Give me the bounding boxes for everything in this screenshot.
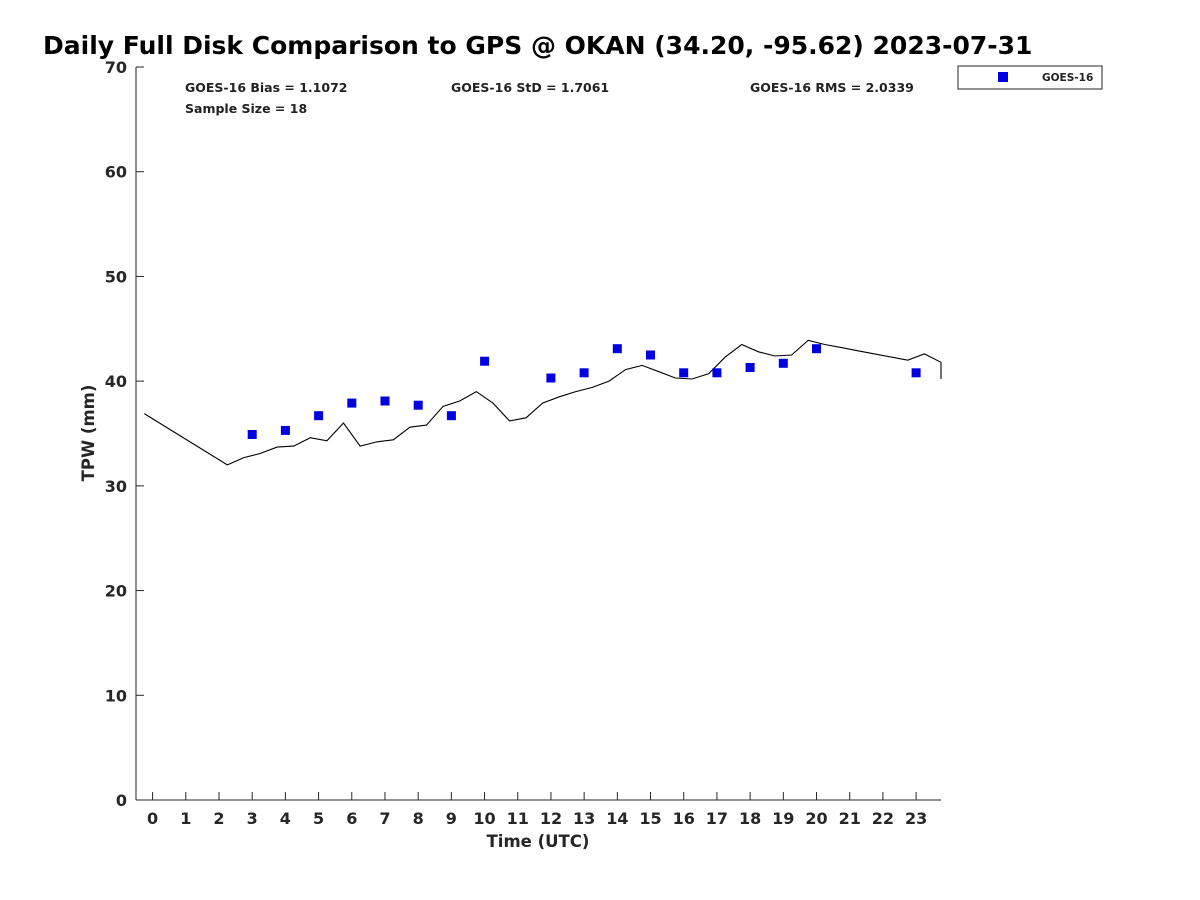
goes-16-point [745, 363, 755, 372]
y-axis-ticks: 0 10 20 30 40 50 60 70 [105, 58, 144, 810]
goes-16-point [347, 398, 357, 408]
gps-series [144, 339, 942, 466]
x-tick-label: 17 [706, 809, 728, 828]
x-tick-label: 18 [739, 809, 761, 828]
x-tick-label: 16 [673, 809, 695, 828]
x-tick-label: 5 [313, 809, 324, 828]
x-tick-label: 11 [507, 809, 529, 828]
std-stat: GOES-16 StD = 1.7061 [451, 80, 609, 95]
goes-16-point [480, 356, 490, 366]
x-axis-label: Time (UTC) [487, 832, 590, 851]
gps-tpw-line [144, 339, 942, 466]
x-tick-label: 12 [540, 809, 562, 828]
x-tick-label: 15 [639, 809, 661, 828]
y-axis-label: TPW (mm) [79, 385, 98, 482]
goes-16-point [446, 411, 456, 421]
x-tick-label: 0 [147, 809, 158, 828]
y-tick-label: 0 [116, 791, 127, 810]
x-tick-label: 1 [180, 809, 191, 828]
x-tick-label: 19 [772, 809, 794, 828]
x-tick-label: 23 [905, 809, 927, 828]
goes-16-point [247, 430, 257, 439]
y-tick-label: 30 [105, 477, 127, 496]
goes-16-point [413, 400, 423, 410]
bias-stat: GOES-16 Bias = 1.1072 [185, 80, 347, 95]
goes-16-point [380, 396, 390, 406]
x-tick-label: 8 [413, 809, 424, 828]
goes-16-point [679, 368, 689, 378]
goes-16-point [579, 368, 589, 378]
legend-entry-goes-16: GOES-16 [1042, 72, 1093, 84]
x-axis-ticks: 0 1 2 3 4 5 6 7 8 9 10 11 12 13 14 15 16 17 18 19 20 21 22 23 [147, 792, 927, 828]
y-tick-label: 70 [105, 58, 127, 77]
y-tick-label: 20 [105, 582, 127, 601]
y-tick-label: 10 [105, 686, 127, 705]
rms-stat: GOES-16 RMS = 2.0339 [750, 80, 914, 95]
goes-16-point [712, 368, 722, 378]
legend-box [957, 65, 1103, 90]
goes-16-point [778, 358, 788, 368]
legend-marker-square-icon [998, 72, 1008, 82]
y-tick-label: 40 [105, 372, 127, 391]
x-tick-label: 22 [872, 809, 894, 828]
goes-16-point [911, 368, 921, 378]
goes-16-point [612, 344, 622, 354]
goes-16-point [812, 344, 821, 354]
x-tick-label: 10 [473, 809, 495, 828]
goes-16-point [546, 373, 556, 383]
chart-title: Daily Full Disk Comparison to GPS @ OKAN… [43, 31, 1032, 60]
x-tick-label: 7 [379, 809, 390, 828]
x-tick-label: 3 [247, 809, 258, 828]
y-tick-label: 60 [105, 163, 127, 182]
sample-size-stat: Sample Size = 18 [185, 101, 307, 116]
x-tick-label: 21 [839, 809, 861, 828]
x-tick-label: 2 [213, 809, 224, 828]
x-tick-label: 14 [606, 809, 628, 828]
plot-area [135, 67, 941, 801]
goes-16-series [247, 344, 921, 439]
legend: GOES-16 [957, 65, 1103, 90]
x-tick-label: 9 [446, 809, 457, 828]
goes-16-point [314, 411, 324, 421]
x-tick-label: 13 [573, 809, 595, 828]
goes-16-point [646, 350, 655, 360]
goes-16-point [280, 425, 290, 435]
x-tick-label: 6 [346, 809, 357, 828]
x-tick-label: 20 [805, 809, 827, 828]
x-tick-label: 4 [280, 809, 291, 828]
y-tick-label: 50 [105, 267, 127, 286]
